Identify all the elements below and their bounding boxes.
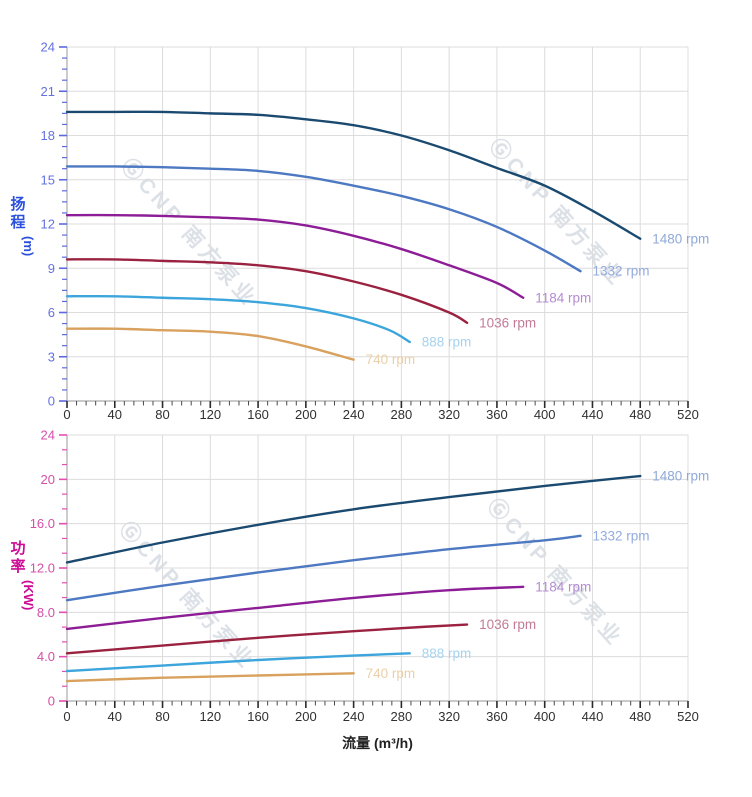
- x-tick-label: 480: [629, 709, 651, 724]
- svg-text:率: 率: [10, 557, 25, 575]
- y-tick-label: 8.0: [37, 605, 55, 620]
- head-chart-label-1184rpm: 1184 rpm: [535, 290, 591, 305]
- head-chart-curve-1332rpm: [65, 165, 582, 273]
- y-tick-label: 24: [41, 40, 55, 55]
- x-tick-label: 520: [677, 709, 699, 724]
- svg-text:功: 功: [10, 540, 25, 557]
- power-chart-curve-1480rpm: [65, 474, 642, 564]
- x-tick-label: 400: [534, 709, 556, 724]
- power-chart-label-1332rpm: 1332 rpm: [593, 528, 650, 543]
- x-tick-label: 360: [486, 709, 508, 724]
- power-chart-curve-740rpm: [65, 672, 355, 683]
- y-tick-label: 24: [41, 428, 55, 443]
- svg-text:(KW): (KW): [21, 580, 36, 610]
- head-chart-curve-1184rpm: [65, 213, 525, 299]
- x-tick-label: 80: [155, 407, 169, 422]
- y-ticks: 0 4.0 8.0 12.0 16.0 20 24: [30, 428, 67, 709]
- power-chart-label-888rpm: 888 rpm: [422, 646, 472, 661]
- y-tick-label: 0: [48, 694, 55, 709]
- power-chart-curve-1036rpm: [65, 623, 469, 655]
- power-chart-curve-1184rpm: [65, 585, 525, 631]
- x-tick-label: 440: [582, 407, 604, 422]
- x-axis-title: 流量 (m³/h): [342, 735, 413, 751]
- x-tick-label: 160: [247, 709, 269, 724]
- x-tick-label: 200: [295, 407, 317, 422]
- x-tick-label: 320: [438, 407, 460, 422]
- x-tick-label: 200: [295, 709, 317, 724]
- x-tick-label: 360: [486, 407, 508, 422]
- x-ticks: 0 40 80 120 160 200 240 280 320 360 400 440 480 520: [63, 401, 699, 422]
- y-tick-label: 16.0: [30, 516, 55, 531]
- x-tick-label: 240: [343, 709, 365, 724]
- y-tick-label: 12.0: [30, 561, 55, 576]
- x-tick-label: 240: [343, 407, 365, 422]
- x-tick-label: 480: [629, 407, 651, 422]
- svg-text:扬: 扬: [10, 195, 25, 213]
- x-tick-label: 280: [391, 709, 413, 724]
- power-chart-label-1184rpm: 1184 rpm: [535, 579, 591, 594]
- x-ticks: 0 40 80 120 160 200 240 280 320 360 400 440 480 520: [63, 701, 699, 724]
- power-chart-label-1036rpm: 1036 rpm: [479, 617, 536, 632]
- y-tick-label: 21: [41, 84, 55, 99]
- svg-text:程: 程: [10, 214, 25, 231]
- head-chart-label-740rpm: 740 rpm: [366, 352, 416, 367]
- x-tick-label: 0: [63, 709, 70, 724]
- svg-text:(m): (m): [21, 236, 36, 256]
- head-chart-curve-1036rpm: [65, 258, 469, 325]
- head-chart-label-888rpm: 888 rpm: [422, 335, 472, 350]
- x-tick-label: 40: [108, 407, 122, 422]
- x-tick-label: 280: [391, 407, 413, 422]
- x-tick-label: 160: [247, 407, 269, 422]
- power-chart-label-1480rpm: 1480 rpm: [652, 469, 709, 484]
- y-tick-label: 9: [48, 261, 55, 276]
- y-ticks: 0 3 6 9 12 15 18 21 24: [41, 40, 67, 409]
- x-tick-label: 80: [155, 709, 169, 724]
- gridlines: [67, 46, 689, 401]
- y-tick-label: 15: [41, 172, 55, 187]
- head-chart-label-1480rpm: 1480 rpm: [652, 231, 709, 246]
- x-tick-label: 120: [199, 709, 221, 724]
- y-axis-title: 功率 (KW): [10, 540, 36, 610]
- head-chart-label-1036rpm: 1036 rpm: [479, 315, 536, 330]
- x-tick-label: 0: [63, 407, 70, 422]
- power-chart-curve-888rpm: [65, 652, 411, 673]
- power-chart-curve-1332rpm: [65, 534, 582, 602]
- x-tick-label: 40: [108, 709, 122, 724]
- head-chart-curve-888rpm: [65, 294, 411, 344]
- y-tick-label: 0: [48, 394, 55, 409]
- x-tick-label: 400: [534, 407, 556, 422]
- power-chart-label-740rpm: 740 rpm: [366, 666, 416, 681]
- head-chart-curve-1480rpm: [65, 110, 642, 240]
- y-tick-label: 18: [41, 128, 55, 143]
- x-tick-label: 320: [438, 709, 460, 724]
- y-axis-title: 扬程 (m): [10, 195, 36, 256]
- y-tick-label: 12: [41, 217, 55, 232]
- y-tick-label: 20: [41, 472, 55, 487]
- head-chart-label-1332rpm: 1332 rpm: [593, 264, 650, 279]
- head-chart-curve-740rpm: [65, 327, 355, 361]
- y-tick-label: 3: [48, 349, 55, 364]
- x-tick-label: 520: [677, 407, 699, 422]
- x-tick-label: 440: [582, 709, 604, 724]
- gridlines: [67, 434, 689, 701]
- y-tick-label: 6: [48, 305, 55, 320]
- x-tick-label: 120: [199, 407, 221, 422]
- y-tick-label: 4.0: [37, 649, 55, 664]
